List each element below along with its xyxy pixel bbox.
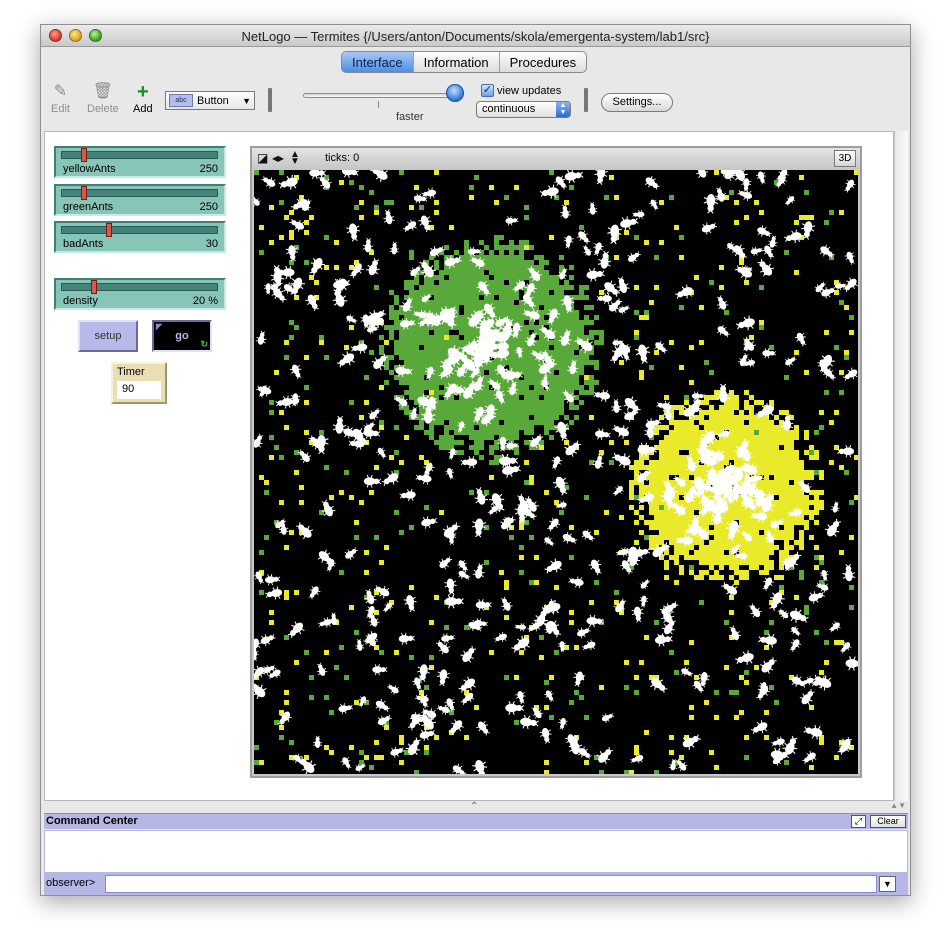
command-input-row: observer> ▼ [44, 873, 908, 895]
plus-icon: + [136, 81, 149, 103]
slider-track[interactable] [61, 151, 218, 159]
interface-canvas: yellowAnts 250 greenAnts 250 badAnts 30 … [44, 131, 894, 801]
zoom-window-button[interactable] [89, 29, 102, 42]
close-window-button[interactable] [49, 29, 62, 42]
edit-label: Edit [51, 103, 70, 115]
slider-track[interactable] [61, 283, 218, 291]
slider-name: greenAnts [63, 201, 114, 213]
monitor-value: 90 [117, 381, 161, 399]
slider-value: 250 [199, 163, 218, 175]
speed-label: faster [396, 111, 424, 123]
command-center-header: Command Center ⤢ Clear [44, 813, 908, 829]
slider-name: density [63, 295, 98, 307]
tab-interface[interactable]: Interface [342, 52, 414, 72]
minimize-window-button[interactable] [69, 29, 82, 42]
window-controls [49, 29, 102, 42]
button-widget-icon: abc [169, 94, 193, 107]
slider-knob[interactable] [80, 186, 87, 200]
world-view: ◪ ◂▸ ▲ ▼ ticks: 0 3D [250, 146, 862, 778]
widget-type-select[interactable]: abc Button ▼ [165, 91, 255, 110]
delete-label: Delete [87, 103, 119, 115]
slider-value: 30 [205, 238, 218, 250]
speed-slider-center-tick [378, 101, 379, 108]
add-label: Add [133, 103, 153, 115]
slider-track[interactable] [61, 226, 218, 234]
go-label: go [175, 330, 189, 342]
view-control-strip: ◪ ◂▸ ▲ ▼ ticks: 0 3D [252, 148, 860, 170]
slider-name: yellowAnts [63, 163, 116, 175]
forever-corner-icon: ◤ [156, 322, 163, 331]
pencil-icon: ✎ [53, 83, 68, 100]
view-updates-checkbox[interactable]: ✓ [481, 84, 494, 97]
speed-slider-track[interactable] [303, 93, 453, 98]
slider-bad-ants[interactable]: badAnts 30 [54, 221, 226, 253]
select-stepper-icon: ▲ ▼ [556, 102, 570, 117]
settings-button[interactable]: Settings... [601, 93, 673, 112]
update-mode-value: continuous [482, 103, 536, 115]
history-dropdown-icon[interactable]: ▼ [879, 876, 896, 892]
timer-monitor: Timer 90 [111, 362, 167, 404]
setup-button[interactable]: setup [78, 320, 138, 352]
monitor-label: Timer [117, 366, 145, 378]
go-button[interactable]: ◤ go ↻ [152, 320, 212, 352]
splitter-handle-icon[interactable]: ⌃ [470, 801, 479, 812]
slider-track[interactable] [61, 189, 218, 197]
update-mode-select[interactable]: continuous ▲ ▼ [476, 101, 571, 118]
slider-value: 250 [199, 201, 218, 213]
command-input[interactable] [105, 875, 877, 893]
title-bar: NetLogo — Termites {/Users/anton/Documen… [41, 25, 910, 47]
toolbar-separator [268, 88, 272, 112]
chevron-down-icon: ▼ [242, 96, 251, 106]
speed-slider-knob[interactable] [446, 84, 464, 102]
widget-type-value: Button [197, 94, 229, 107]
world-canvas[interactable] [254, 170, 858, 774]
expand-icon[interactable]: ⤢ [851, 815, 866, 828]
netlogo-window: NetLogo — Termites {/Users/anton/Documen… [40, 24, 911, 896]
slider-density[interactable]: density 20 % [54, 278, 226, 310]
interface-toolbar: ✎ Edit 🗑 Delete + Add abc Button ▼ faste… [41, 63, 910, 131]
tab-information[interactable]: Information [414, 52, 500, 72]
tab-procedures[interactable]: Procedures [509, 55, 577, 70]
tab-bar: Interface Information Procedures [341, 51, 588, 73]
command-center-title: Command Center [46, 815, 138, 827]
collapse-arrows-icon[interactable]: ▲▼ [890, 801, 906, 810]
slider-value: 20 % [192, 295, 218, 307]
zoom-toggle-icon[interactable]: ◪ [257, 151, 269, 165]
forever-loop-icon: ↻ [200, 339, 208, 349]
slider-name: badAnts [63, 238, 104, 250]
delete-button[interactable]: 🗑 Delete [87, 81, 119, 115]
slider-knob[interactable] [91, 280, 97, 294]
edit-button[interactable]: ✎ Edit [51, 81, 70, 115]
ticks-counter: ticks: 0 [325, 152, 360, 164]
slider-knob[interactable] [80, 148, 87, 162]
3d-view-button[interactable]: 3D [834, 150, 856, 167]
command-output-area [44, 830, 908, 873]
slider-yellow-ants[interactable]: yellowAnts 250 [54, 146, 226, 178]
trash-icon: 🗑 [92, 83, 114, 100]
clear-button[interactable]: Clear [870, 815, 906, 828]
vertical-resize-icon[interactable]: ▲ ▼ [290, 149, 300, 167]
add-button[interactable]: + Add [133, 81, 153, 115]
observer-prompt[interactable]: observer> [46, 877, 96, 889]
vertical-scrollbar[interactable] [894, 131, 908, 801]
slider-knob[interactable] [106, 223, 112, 237]
window-title: NetLogo — Termites {/Users/anton/Documen… [241, 29, 710, 44]
toolbar-separator [584, 88, 588, 112]
view-updates-label: view updates [497, 85, 562, 97]
slider-green-ants[interactable]: greenAnts 250 [54, 184, 226, 216]
horizontal-resize-icon[interactable]: ◂▸ [272, 151, 285, 165]
